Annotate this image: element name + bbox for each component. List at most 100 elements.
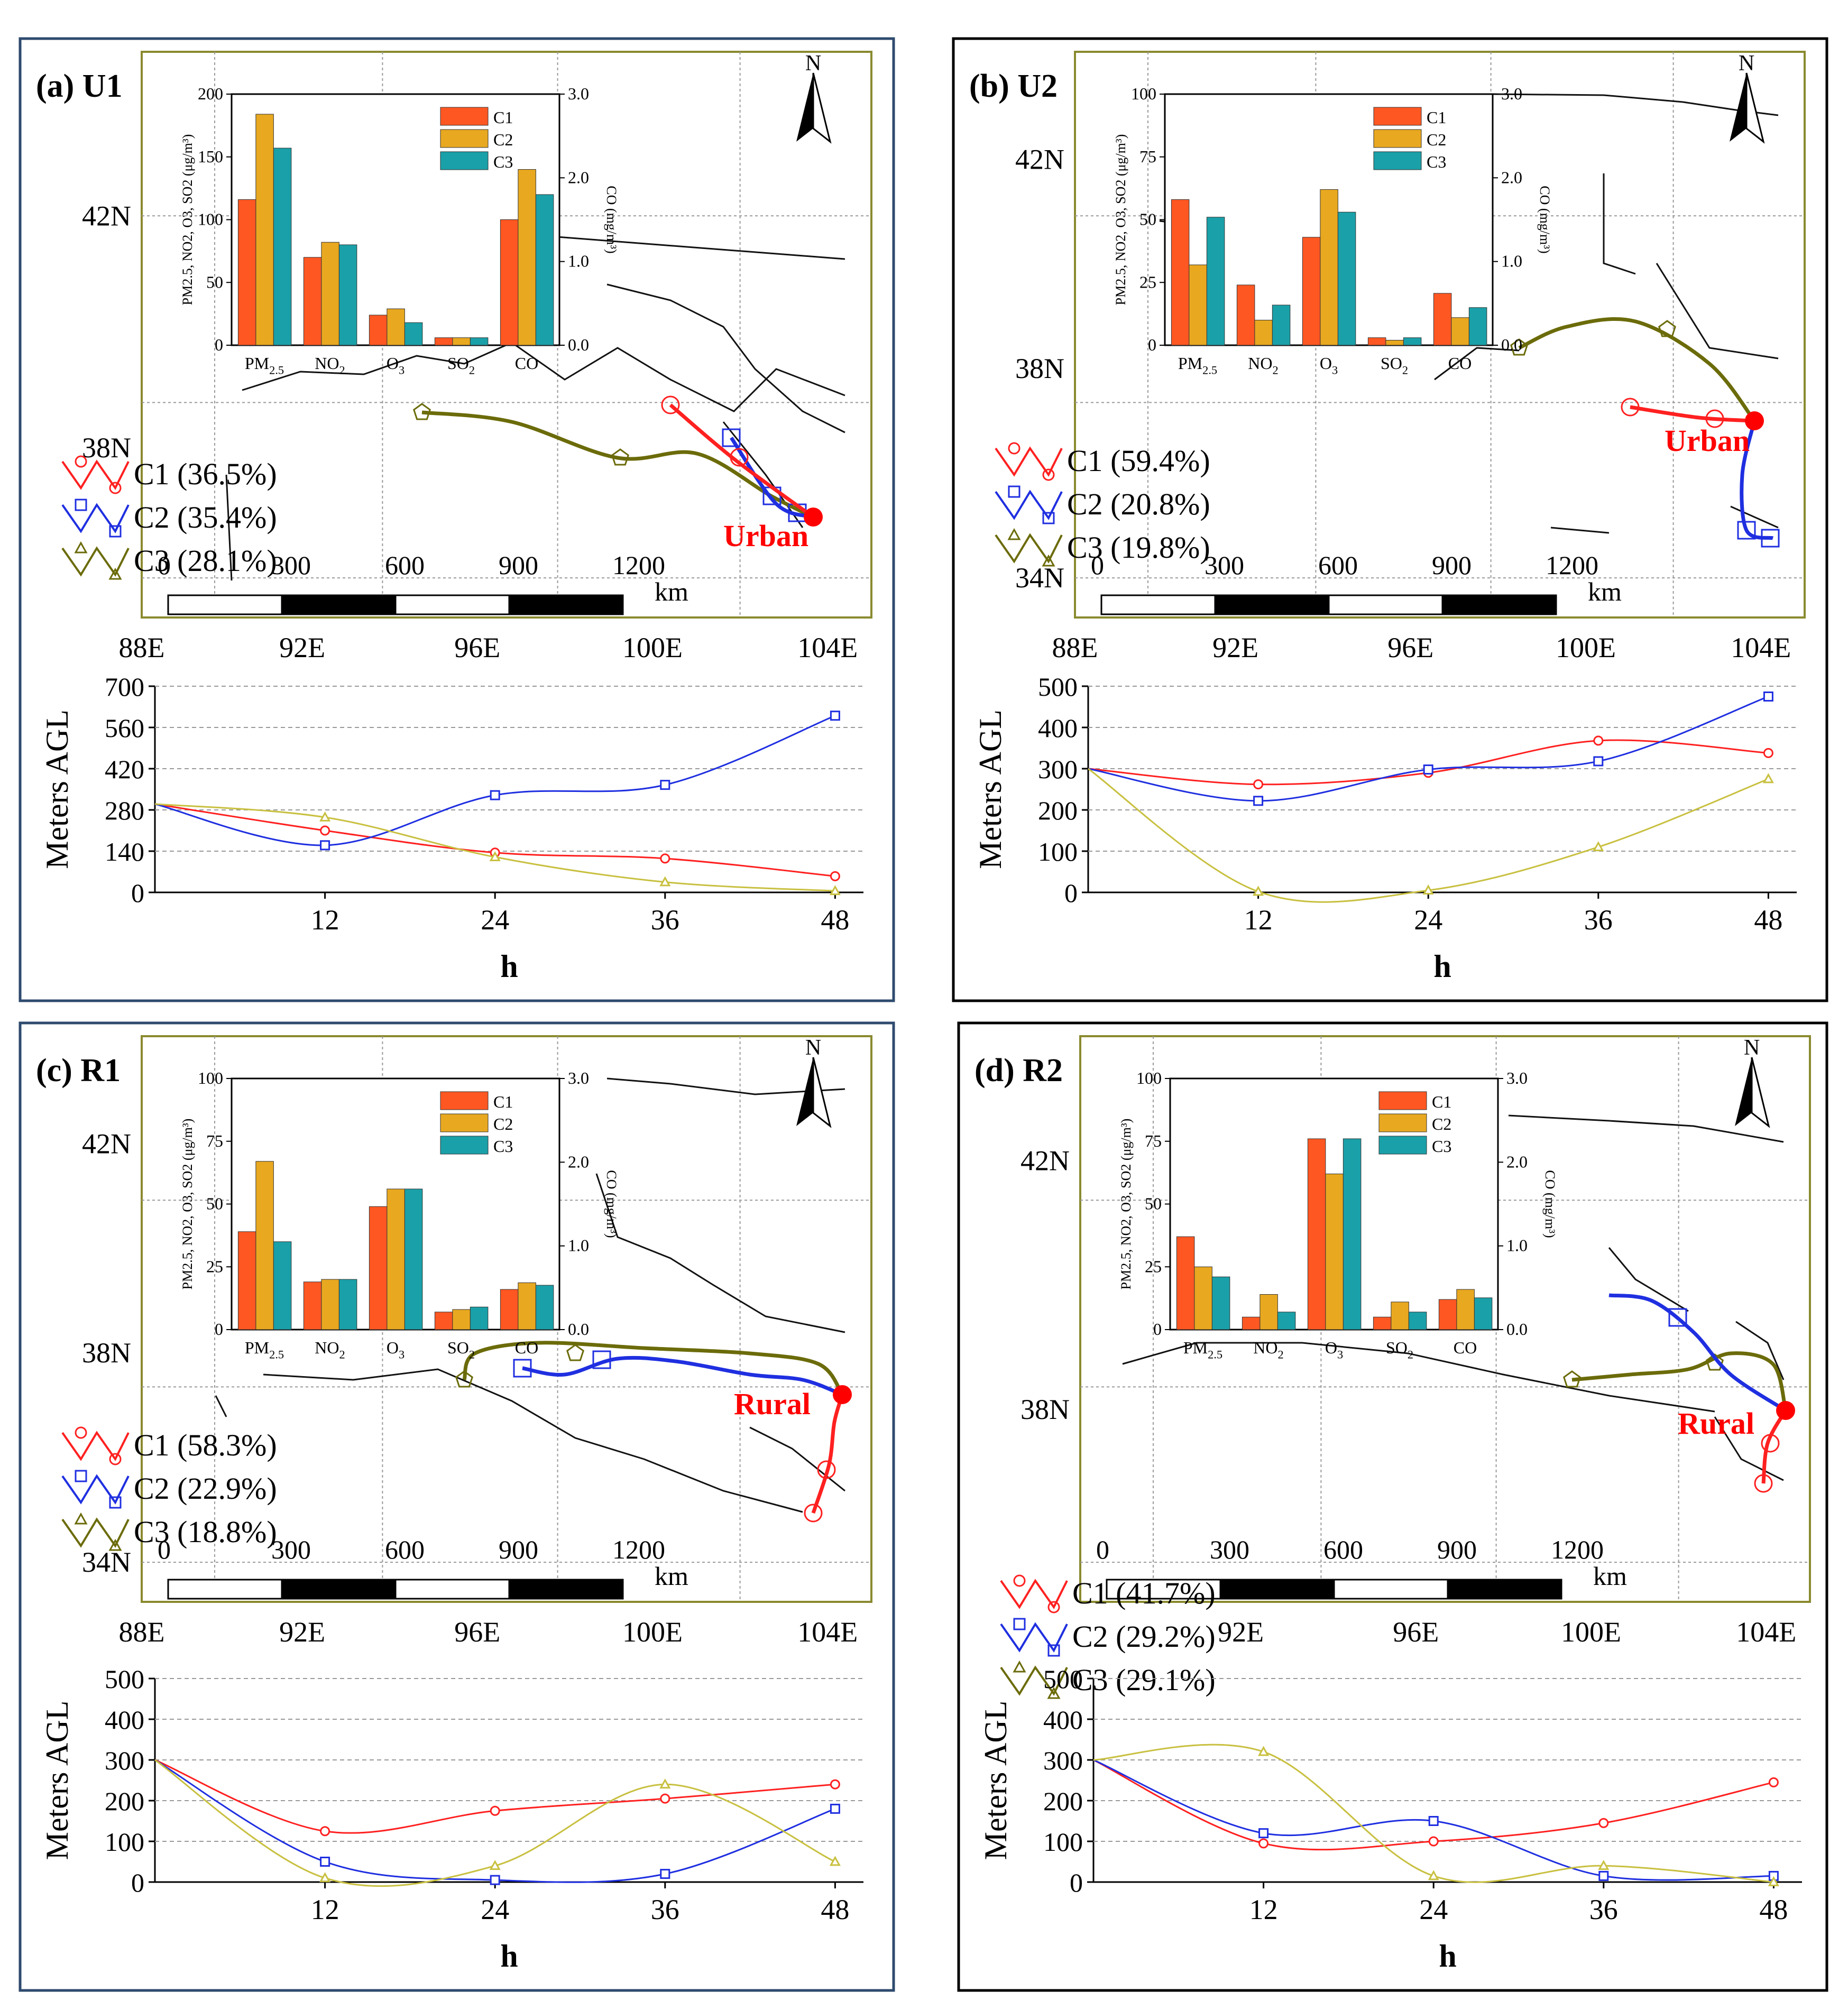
bar-C2 <box>1325 1174 1344 1330</box>
legend-marker <box>1042 512 1055 524</box>
cluster-label: C1 (58.3%) <box>134 1428 277 1462</box>
bar-C2 <box>1194 1266 1212 1330</box>
trajectory-c2-marker <box>592 1350 611 1369</box>
co-tick-label: 2.0 <box>568 168 589 187</box>
height-y-tick-label: 300 <box>1038 754 1078 784</box>
lon-label: 92E <box>279 1616 325 1648</box>
co-tick-label: 1.0 <box>568 1236 589 1255</box>
scale-segment <box>394 1579 510 1600</box>
y-tick-label: 0 <box>1153 1320 1162 1339</box>
cluster-legend: C1 (58.3%) C2 (22.9%) C3 (18.8%) <box>61 1426 277 1551</box>
border-line <box>263 1368 803 1513</box>
border-line <box>722 421 804 528</box>
scale-segment <box>1441 594 1557 615</box>
border-line <box>1730 505 1779 529</box>
lon-label: 88E <box>119 632 165 663</box>
height-x-tick-label: 12 <box>1244 904 1273 936</box>
height-x-tick-label: 12 <box>1249 1894 1278 1925</box>
scale-segment <box>1447 1579 1562 1600</box>
bar-C2 <box>387 1188 405 1330</box>
co-tick-label: 3.0 <box>1501 84 1522 103</box>
height-x-title: h <box>500 949 518 984</box>
category-label: SO2 <box>447 354 475 377</box>
pollutant-bar-chart: 0 25 50 75 100 0.0 1.0 2.0 3.0 PM2.5 NO2 O3 SO2 CO PM2… <box>180 1068 619 1361</box>
y-tick-label: 75 <box>1139 147 1156 166</box>
height-point-C3 <box>1762 773 1774 783</box>
category-label: CO <box>1448 354 1472 373</box>
border-line <box>1608 1247 1689 1312</box>
scale-segment <box>281 1579 397 1600</box>
height-point-C1 <box>1768 1777 1779 1787</box>
height-x-tick-label: 48 <box>821 1894 849 1925</box>
border-line <box>242 342 845 412</box>
y-tick-label: 0 <box>1148 335 1156 354</box>
trajectory-c3 <box>462 1341 844 1396</box>
lon-label: 104E <box>1731 632 1791 663</box>
height-line-chart: 0 100 200 300 400 500 12 24 36 48 h Meters AGL <box>978 1664 1802 1974</box>
scale-tick: 0 <box>1096 1535 1109 1564</box>
trajectory-c2 <box>1608 1293 1787 1412</box>
bar-C3 <box>470 337 489 346</box>
co-tick-label: 2.0 <box>1506 1152 1528 1171</box>
category-label: NO2 <box>1248 354 1278 377</box>
bar-right-axis-title: CO (mg/m³) <box>1537 186 1552 253</box>
y-tick-label: 50 <box>1145 1194 1162 1213</box>
height-point-C3 <box>489 1860 501 1870</box>
lon-label: 100E <box>622 632 683 663</box>
height-y-tick-label: 200 <box>105 1786 144 1816</box>
legend-line <box>61 546 130 577</box>
legend-marker <box>74 1512 88 1525</box>
category-label: NO2 <box>1253 1338 1283 1361</box>
height-x-tick-label: 24 <box>481 904 509 936</box>
co-tick-label: 2.0 <box>1501 168 1522 187</box>
height-y-tick-label: 300 <box>1043 1746 1083 1775</box>
border-line <box>1714 1416 1784 1481</box>
scale-tick: 1200 <box>612 1535 665 1564</box>
scale-tick: 300 <box>271 1535 311 1564</box>
trajectory-c1-marker <box>730 448 749 467</box>
bar-legend-label: C2 <box>1427 130 1446 149</box>
trajectory-c3-marker <box>1563 1370 1581 1388</box>
height-point-C3 <box>1253 886 1264 896</box>
border-line <box>1603 173 1636 275</box>
site-label: Urban <box>1665 423 1750 458</box>
cluster-label: C1 (36.5%) <box>134 457 277 491</box>
legend-line <box>1000 1622 1068 1653</box>
height-y-tick-label: 300 <box>105 1746 144 1775</box>
scale-tick: 900 <box>1437 1535 1477 1564</box>
legend-marker <box>1008 442 1020 455</box>
legend-marker <box>1047 1644 1060 1657</box>
category-label: NO2 <box>315 354 345 377</box>
site-marker <box>1776 1401 1795 1420</box>
border-line <box>595 1173 845 1333</box>
cluster-label: C3 (19.8%) <box>1067 530 1210 565</box>
legend-marker <box>109 482 122 494</box>
legend-marker <box>1013 1660 1026 1673</box>
height-point-C3 <box>659 1778 671 1789</box>
bar-C1 <box>369 315 388 346</box>
y-tick-label: 25 <box>1145 1257 1162 1276</box>
lon-label: 104E <box>1736 1616 1796 1648</box>
bar-C1 <box>500 1289 519 1330</box>
scale-segment <box>1328 594 1444 615</box>
scale-tick: 300 <box>1205 550 1244 580</box>
bar-C1 <box>1176 1236 1195 1330</box>
trajectory-c2 <box>730 437 814 519</box>
bar-C3 <box>1206 217 1225 346</box>
north-arrow-left <box>1735 1057 1752 1126</box>
co-tick-label: 0.0 <box>568 1320 589 1339</box>
scale-unit: km <box>655 1561 688 1591</box>
map-frame <box>141 1035 872 1603</box>
bar-C1 <box>237 1231 256 1330</box>
category-label: CO <box>515 354 538 373</box>
height-y-tick-label: 500 <box>105 1664 144 1694</box>
trajectory-c1-marker <box>1754 1474 1773 1493</box>
trajectory-c2 <box>1740 420 1773 540</box>
legend-marker <box>1008 485 1020 498</box>
lat-label: 38N <box>1020 1394 1070 1425</box>
height-point-C2 <box>320 1857 330 1867</box>
bar-C1 <box>1236 284 1255 346</box>
trajectory-c2-marker <box>1761 529 1780 548</box>
scale-tick: 0 <box>158 550 171 580</box>
